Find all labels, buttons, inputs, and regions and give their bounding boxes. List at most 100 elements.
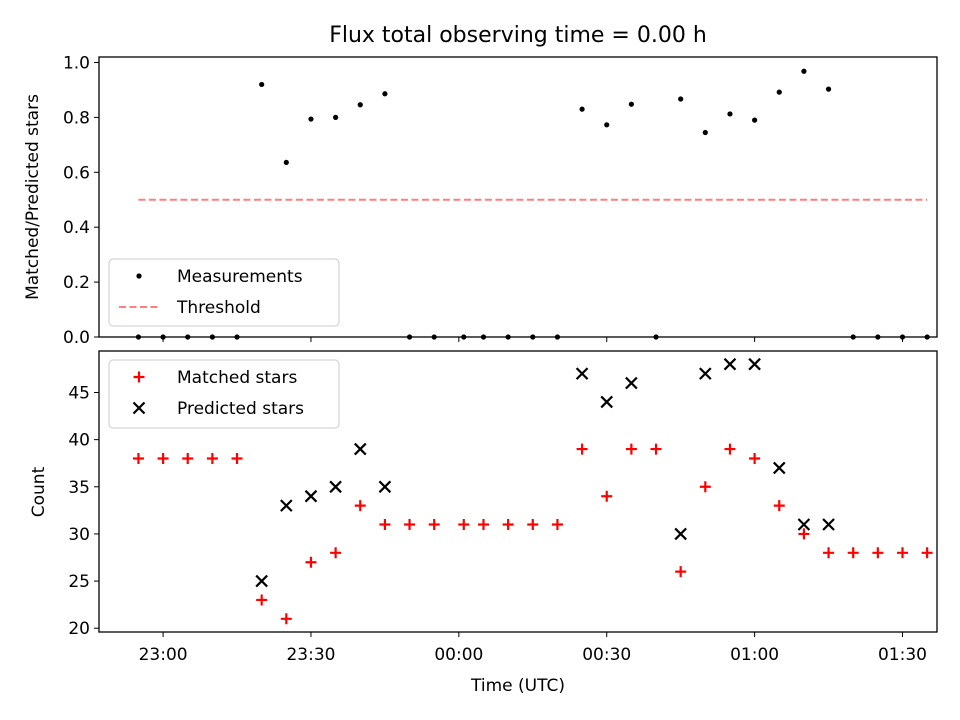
matched-stars-point — [749, 452, 761, 464]
top-axes-frame — [98, 56, 938, 338]
y-tick-label: 20 — [68, 619, 90, 639]
legend-box — [108, 359, 340, 429]
matched-stars-point — [458, 519, 470, 531]
predicted-stars-point — [600, 395, 614, 409]
y-tick-label: 25 — [68, 572, 90, 592]
y-tick-label: 35 — [68, 478, 90, 498]
bottom-axes-frame — [98, 350, 938, 633]
matched-stars-point — [625, 443, 637, 455]
chart-title: Flux total observing time = 0.00 h — [329, 23, 707, 48]
legend-measurements-label: Measurements — [177, 267, 303, 287]
legend-matched-stars-label: Matched stars — [177, 368, 297, 388]
x-axis-label: Time (UTC) — [470, 676, 565, 696]
matched-stars-point — [404, 519, 416, 531]
bottom-y-axis-label: Count — [29, 466, 49, 517]
y-tick-label: 0.4 — [63, 218, 90, 238]
matched-stars-point — [650, 443, 662, 455]
y-tick-label: 0.6 — [63, 163, 90, 183]
matched-stars-point — [157, 452, 169, 464]
bottom-legend: Matched stars Predicted stars — [108, 359, 340, 429]
matched-stars-point — [601, 490, 613, 502]
matched-stars-point — [798, 528, 810, 540]
matched-stars-point — [428, 519, 440, 531]
predicted-stars-point — [280, 499, 293, 512]
matched-stars-point — [921, 547, 933, 559]
matched-stars-point — [576, 443, 588, 455]
matched-stars-point — [206, 452, 218, 464]
matched-stars-point — [773, 500, 785, 512]
matched-stars-point — [132, 452, 144, 464]
matched-stars-point — [280, 613, 292, 625]
predicted-stars-point — [329, 480, 342, 494]
top-legend: Measurements Threshold — [108, 258, 340, 327]
matched-stars-point — [231, 452, 243, 464]
matched-stars-point — [872, 547, 884, 559]
top-plot-area: 0.0 0.2 0.4 0.6 0.8 1.0 — [63, 53, 930, 348]
predicted-stars-point — [255, 574, 268, 588]
measurements-point — [628, 101, 634, 107]
matched-stars-point — [551, 519, 563, 531]
predicted-stars-point — [797, 518, 811, 531]
measurements-point — [333, 114, 339, 120]
matched-stars-point — [527, 519, 539, 531]
matched-stars-point — [477, 519, 489, 531]
x-tick-label: 23:00 — [139, 645, 188, 665]
predicted-stars-point — [822, 518, 835, 531]
x-tick-label: 01:30 — [878, 645, 927, 665]
matched-stars-point — [182, 452, 194, 464]
matched-stars-point — [354, 500, 366, 512]
x-tick-label: 00:00 — [434, 645, 483, 665]
y-tick-label: 0.2 — [63, 273, 90, 293]
predicted-stars-point — [378, 480, 392, 494]
measurements-point — [604, 122, 610, 128]
predicted-stars-point — [772, 461, 786, 475]
y-tick-label: 1.0 — [63, 53, 90, 73]
legend-measurements-swatch — [136, 273, 142, 279]
measurements-point — [382, 91, 388, 97]
predicted-stars-point — [699, 367, 712, 380]
y-tick-label: 40 — [68, 431, 90, 451]
legend-box — [108, 258, 340, 327]
legend-matched-stars-swatch — [133, 371, 145, 383]
matched-stars-point — [823, 547, 835, 559]
measurements-point — [283, 159, 289, 166]
predicted-stars-point — [748, 357, 761, 371]
measurements-point — [259, 81, 265, 88]
legend-predicted-stars-swatch — [132, 401, 146, 415]
y-tick-label: 30 — [68, 525, 90, 545]
predicted-stars-point — [723, 357, 737, 371]
measurements-point — [801, 68, 807, 74]
matched-stars-point — [379, 519, 391, 531]
x-tick-label: 23:30 — [286, 645, 335, 665]
measurements-point — [825, 86, 832, 92]
matched-stars-point — [896, 547, 908, 559]
predicted-stars-point — [674, 527, 687, 541]
x-tick-label: 01:00 — [730, 645, 779, 665]
measurements-point — [776, 89, 782, 95]
measurements-point — [702, 129, 708, 136]
measurements-point — [727, 111, 733, 117]
y-tick-label: 45 — [68, 383, 90, 403]
measurements-point — [678, 96, 684, 102]
measurements-point — [308, 116, 314, 122]
predicted-stars-point — [353, 442, 367, 456]
matched-stars-point — [724, 443, 736, 455]
measurements-point — [752, 117, 758, 123]
matched-stars-point — [256, 594, 268, 606]
legend-predicted-stars-label: Predicted stars — [177, 399, 304, 419]
y-tick-label: 0.0 — [63, 328, 90, 348]
bottom-plot-area: 20 25 30 35 40 45 23:00 23:30 00:00 00:30 01:00 01:… — [68, 357, 933, 665]
predicted-stars-point — [304, 489, 318, 503]
legend-threshold-label: Threshold — [176, 298, 261, 318]
matched-stars-point — [330, 547, 342, 559]
matched-stars-point — [675, 566, 687, 578]
top-y-axis-label: Matched/Predicted stars — [23, 94, 43, 300]
predicted-stars-point — [575, 367, 589, 380]
measurements-point — [579, 106, 585, 112]
predicted-stars-point — [625, 376, 638, 390]
matched-stars-point — [305, 556, 317, 568]
x-tick-label: 00:30 — [582, 645, 631, 665]
matched-stars-point — [502, 519, 514, 531]
measurements-point — [357, 102, 363, 108]
